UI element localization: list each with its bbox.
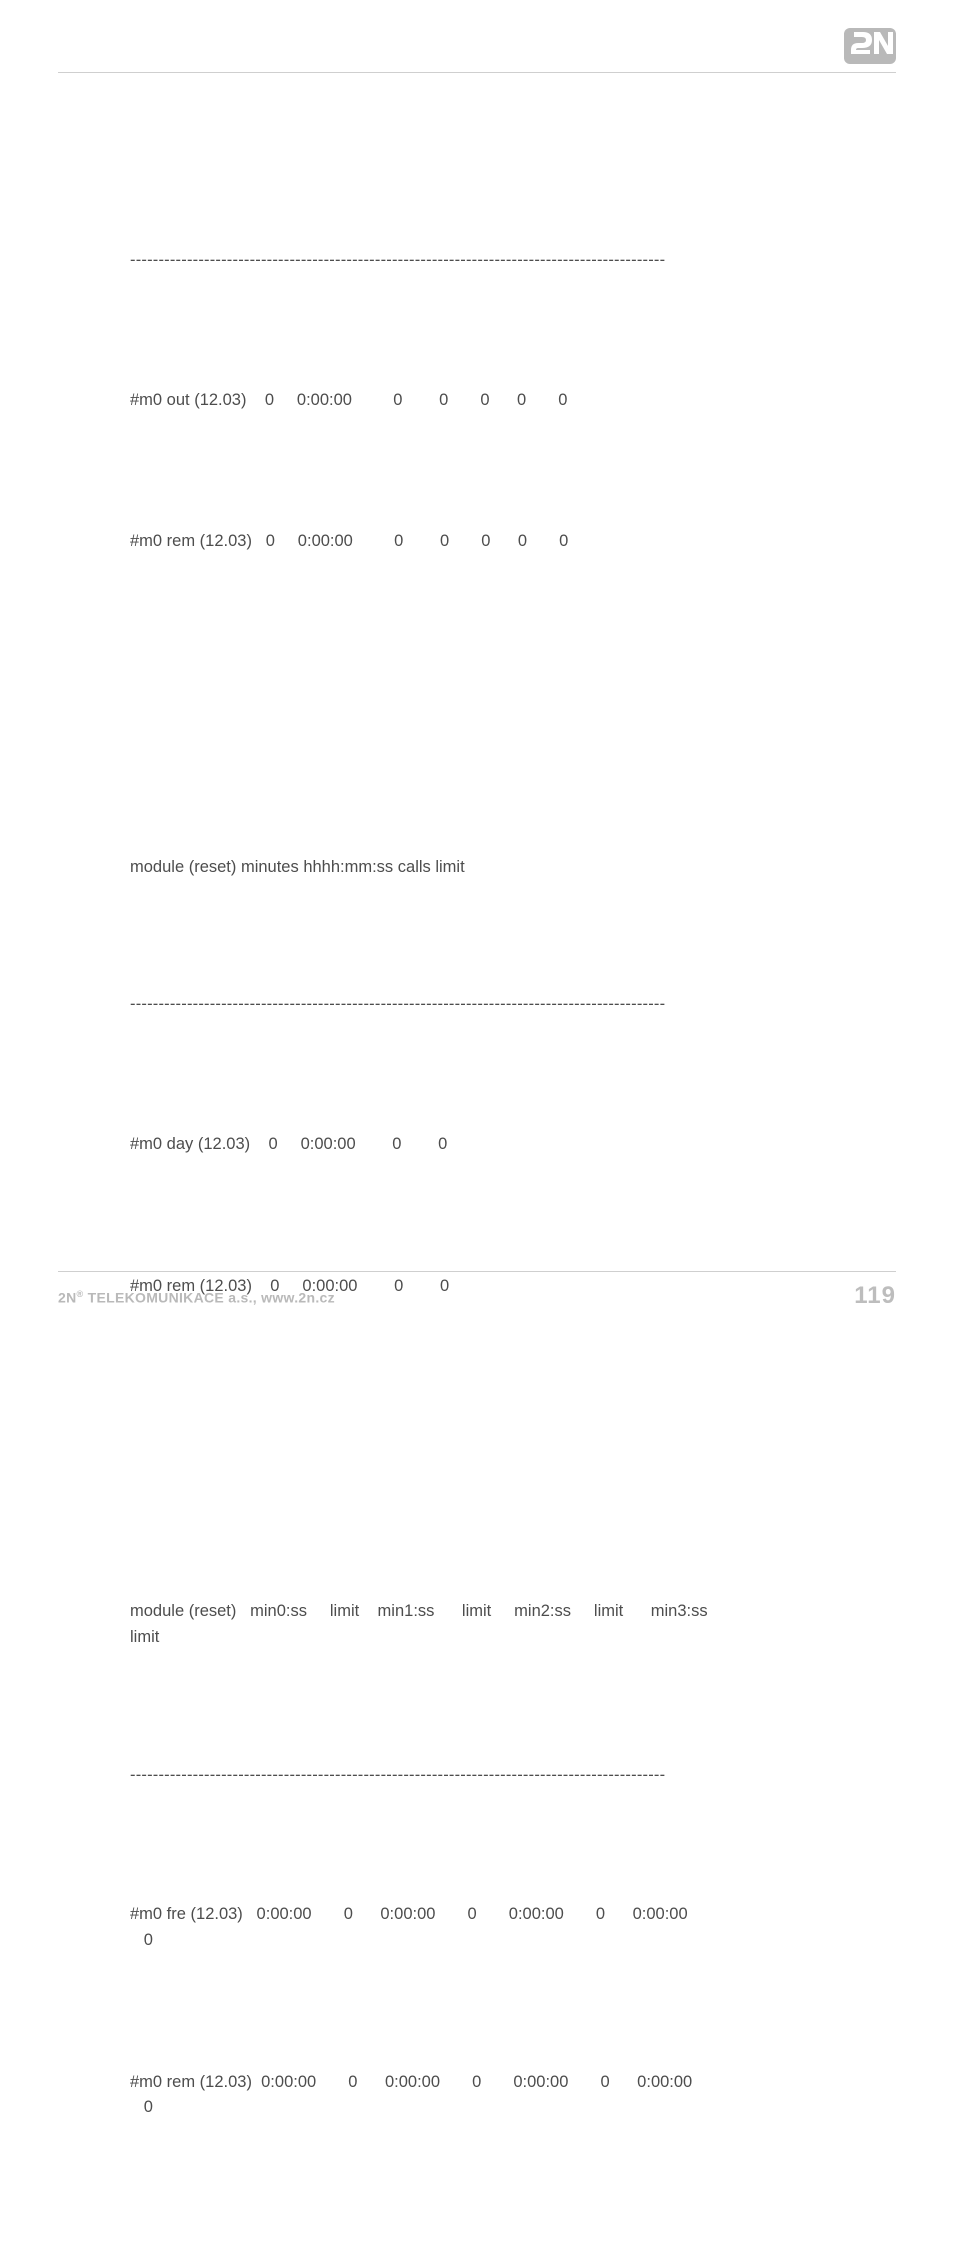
brand-logo bbox=[844, 28, 896, 64]
data-row: #m0 out (12.03) 0 0:00:00 0 0 0 0 0 bbox=[130, 388, 894, 414]
section-1: ----------------------------------------… bbox=[130, 197, 894, 606]
dash-separator: ----------------------------------------… bbox=[130, 1763, 894, 1789]
section-3: module (reset) min0:ss limit min1:ss lim… bbox=[130, 1548, 894, 2172]
section-2: module (reset) minutes hhhh:mm:ss calls … bbox=[130, 804, 894, 1351]
footer-company: 2N® TELEKOMUNIKACE a.s., www.2n.cz bbox=[58, 1289, 335, 1306]
footer-brand-prefix: 2N bbox=[58, 1290, 77, 1306]
footer-brand-rest: TELEKOMUNIKACE a.s., www.2n.cz bbox=[83, 1290, 334, 1306]
data-row: #m0 rem (12.03) 0:00:00 0 0:00:00 0 0:00… bbox=[130, 2070, 894, 2121]
data-row: #m0 day (12.03) 0 0:00:00 0 0 bbox=[130, 1132, 894, 1158]
page-footer: 2N® TELEKOMUNIKACE a.s., www.2n.cz 119 bbox=[58, 1271, 896, 1310]
page-content: ----------------------------------------… bbox=[130, 120, 894, 2249]
dash-separator: ----------------------------------------… bbox=[130, 992, 894, 1018]
dash-separator: ----------------------------------------… bbox=[130, 248, 894, 274]
section-header: module (reset) min0:ss limit min1:ss lim… bbox=[130, 1599, 894, 1650]
data-row: #m0 fre (12.03) 0:00:00 0 0:00:00 0 0:00… bbox=[130, 1902, 894, 1953]
page-number: 119 bbox=[854, 1282, 896, 1310]
section-header: module (reset) minutes hhhh:mm:ss calls … bbox=[130, 855, 894, 881]
data-row: #m0 rem (12.03) 0 0:00:00 0 0 0 0 0 bbox=[130, 529, 894, 555]
header-rule bbox=[58, 72, 896, 73]
footer-rule bbox=[58, 1271, 896, 1272]
